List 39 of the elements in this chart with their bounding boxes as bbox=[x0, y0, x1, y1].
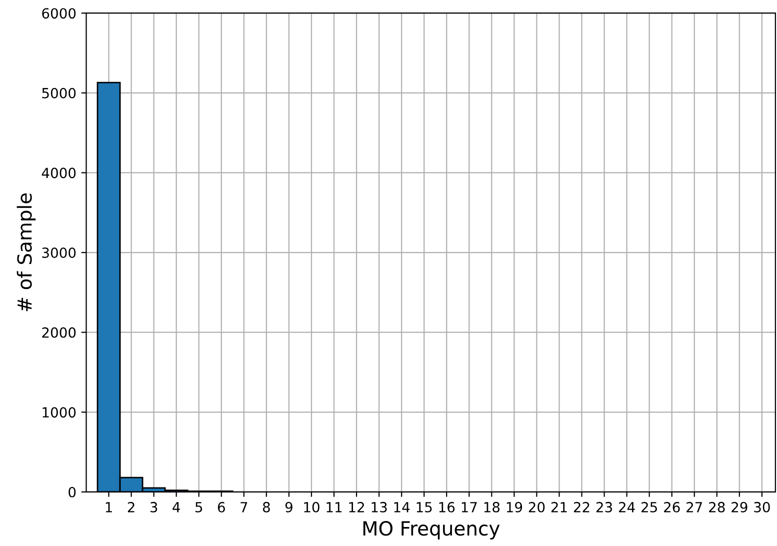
x-tick-label: 14 bbox=[394, 502, 410, 512]
y-axis-title: # of Sample bbox=[16, 193, 36, 312]
x-tick-label: 27 bbox=[686, 502, 702, 512]
x-tick-label: 26 bbox=[664, 502, 680, 512]
x-tick-label: 9 bbox=[285, 502, 292, 512]
y-tick-label: 1000 bbox=[42, 407, 76, 418]
x-tick-label: 10 bbox=[304, 502, 320, 512]
x-tick-label: 28 bbox=[709, 502, 725, 512]
x-tick-label: 7 bbox=[240, 502, 248, 512]
y-tick-label: 0 bbox=[68, 486, 76, 498]
y-tick-label: 5000 bbox=[42, 88, 76, 98]
x-axis-title: MO Frequency bbox=[363, 521, 500, 540]
y-tick-label: 4000 bbox=[42, 168, 76, 178]
x-tick-label: 5 bbox=[196, 502, 202, 512]
x-tick-label: 20 bbox=[528, 502, 545, 512]
x-tick-label: 17 bbox=[462, 502, 477, 512]
x-tick-label: 16 bbox=[439, 502, 455, 512]
x-tick-label: 6 bbox=[218, 502, 225, 512]
x-tick-label: 13 bbox=[372, 502, 387, 512]
y-tick-label: 2000 bbox=[42, 327, 76, 338]
x-tick-label: 3 bbox=[150, 502, 158, 512]
x-tick-label: 19 bbox=[506, 502, 522, 512]
x-tick-label: 29 bbox=[732, 502, 748, 512]
x-tick-label: 18 bbox=[484, 502, 500, 512]
x-tick-label: 12 bbox=[349, 502, 364, 512]
x-tick-label: 24 bbox=[618, 502, 635, 512]
y-tick-label: 3000 bbox=[42, 247, 76, 258]
x-tick-label: 25 bbox=[642, 502, 657, 512]
x-tick-label: 11 bbox=[326, 502, 342, 512]
x-tick-label: 22 bbox=[574, 502, 590, 512]
x-tick-label: 4 bbox=[172, 502, 180, 512]
x-tick-label: 23 bbox=[596, 502, 612, 512]
x-tick-label: 1 bbox=[106, 502, 112, 512]
x-tick-label: 2 bbox=[128, 502, 134, 512]
x-tick-label: 21 bbox=[551, 502, 567, 512]
x-tick-label: 8 bbox=[262, 502, 270, 512]
x-tick-label: 15 bbox=[416, 502, 432, 512]
y-tick-label: 6000 bbox=[42, 8, 76, 19]
x-tick-label: 30 bbox=[754, 502, 770, 512]
